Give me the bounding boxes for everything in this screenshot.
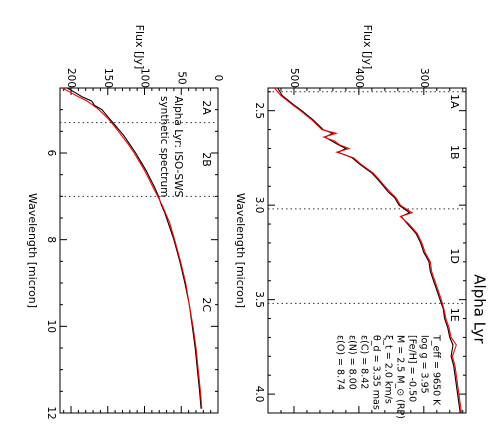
parameter-line: ε(O) = 8.74 [335, 335, 346, 390]
parameter-line: log g = 3.95 [419, 335, 430, 394]
parameter-line: θ_d = 3.35 mas [371, 335, 382, 410]
x-tick-label: 10 [45, 320, 57, 333]
series-line-synthetic [274, 87, 463, 414]
y-tick-label: 300 [418, 68, 430, 88]
series-line-synthetic [61, 87, 203, 409]
x-axis-title: Wavelength [micron] [234, 193, 247, 308]
y-tick-label: 200 [65, 68, 77, 88]
band-label: 1E [448, 308, 461, 322]
x-tick-label: 3.0 [253, 197, 265, 214]
parameter-line: ξ_t = 2.0 km/s [383, 335, 394, 404]
y-axis-title: Flux [Jy] [361, 25, 374, 70]
panel-right [267, 87, 467, 414]
y-tick-label: 50 [175, 71, 187, 84]
plot-frame [59, 87, 219, 414]
y-tick-label: 150 [102, 68, 114, 88]
panel-title: Alpha Lyr [471, 274, 489, 344]
x-tick-label: 8 [45, 236, 57, 243]
legend-entry-observed: Alpha Lyr: ISO-SWS [172, 96, 184, 197]
x-tick-label: 6 [45, 150, 57, 157]
y-tick-label: 100 [139, 68, 151, 88]
parameter-line: T_eff = 9650 K [431, 334, 442, 406]
y-tick-label: 500 [288, 68, 300, 88]
y-tick-label: 0 [212, 75, 224, 82]
plot-frame [267, 87, 467, 414]
y-axis-title: Flux [Jy] [133, 25, 146, 70]
band-label: 2A [200, 100, 213, 115]
x-tick-label: 3.5 [253, 291, 265, 308]
band-label: 1B [448, 145, 461, 160]
x-tick-label: 12 [45, 406, 57, 419]
band-label: 2B [200, 152, 213, 167]
band-label: 2C [200, 297, 213, 312]
x-tick-label: 4.0 [253, 386, 265, 403]
band-label: 1A [448, 94, 461, 109]
parameter-line: M = 2.5 M_⊙ (RP) [395, 335, 406, 419]
parameter-line: [Fe/H] = -0.50 [407, 335, 418, 402]
band-label: 1D [448, 248, 461, 263]
parameter-line: ε(N) = 8.00 [347, 335, 358, 390]
legend-entry-synthetic: synthetic spectrum [158, 96, 170, 197]
panel-left [59, 87, 219, 414]
x-tick-label: 2.5 [253, 102, 265, 119]
y-tick-label: 400 [353, 68, 365, 88]
parameter-line: ε(C) = 8.42 [359, 335, 370, 389]
x-axis-title: Wavelength [micron] [26, 193, 39, 308]
